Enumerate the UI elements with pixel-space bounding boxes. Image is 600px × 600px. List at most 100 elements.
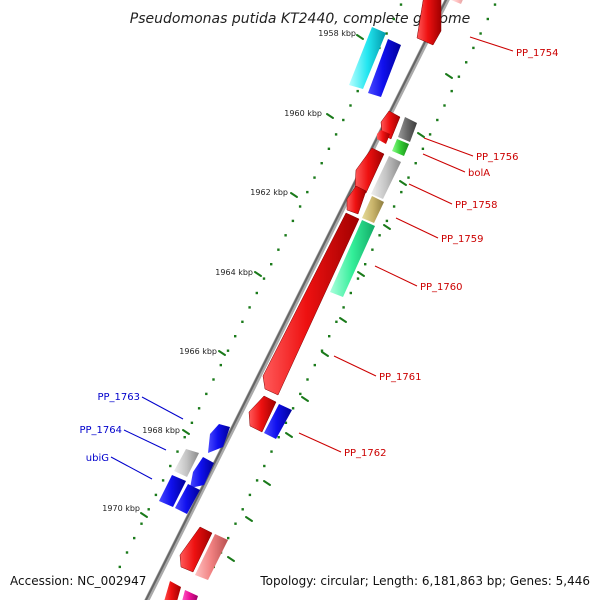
topology-text: Topology: circular; Length: 6,181,863 bp… xyxy=(260,574,590,588)
tick-dot xyxy=(212,378,215,381)
tick-label-1962: 1962 kbp xyxy=(250,188,288,197)
tick-dot xyxy=(306,190,309,194)
tick-dot xyxy=(161,479,165,482)
tick-dot xyxy=(241,320,244,323)
tick-dot xyxy=(205,392,208,396)
gene-pp-1756[interactable] xyxy=(398,117,417,142)
label-pp-1756[interactable]: PP_1756 xyxy=(476,152,519,163)
tick-dot xyxy=(190,421,194,424)
tick-dot xyxy=(313,363,316,367)
label-pp-1754[interactable]: PP_1754 xyxy=(516,48,559,59)
tick-dot xyxy=(356,277,360,280)
tick-dot xyxy=(392,205,396,208)
gene-pp-1764[interactable] xyxy=(174,449,199,477)
tick-dot xyxy=(399,3,403,6)
label-bola[interactable]: bolA xyxy=(468,168,490,179)
tick-dot xyxy=(248,306,251,309)
tick-dot xyxy=(284,421,288,424)
tick-label-1970: 1970 kbp xyxy=(102,504,140,513)
label-ubig[interactable]: ubiG xyxy=(86,453,109,464)
genome-backbone-line xyxy=(144,0,448,600)
tick-dot xyxy=(400,190,403,194)
tick-dot xyxy=(378,234,381,237)
tick-dot xyxy=(313,176,316,179)
gene-pp-1763[interactable] xyxy=(208,424,230,453)
gene-pp-1765-red[interactable] xyxy=(179,526,213,573)
tick-dot xyxy=(226,349,230,352)
major-tick-marks xyxy=(140,19,453,562)
tick-dot xyxy=(241,508,244,511)
tick-dot xyxy=(234,335,237,338)
tick-dot xyxy=(255,291,258,295)
tick-dot xyxy=(147,508,150,511)
tick-label-1966: 1966 kbp xyxy=(179,347,217,356)
tick-dot xyxy=(356,89,359,93)
label-pp-1758[interactable]: PP_1758 xyxy=(455,200,498,211)
tick-dot xyxy=(328,335,331,338)
tick-dot xyxy=(118,565,121,569)
label-pp-1760[interactable]: PP_1760 xyxy=(420,282,463,293)
tick-dot xyxy=(133,536,136,540)
tick-dot xyxy=(140,522,143,525)
tick-dot xyxy=(493,3,497,6)
label-pp-1759[interactable]: PP_1759 xyxy=(441,234,484,245)
tick-dot xyxy=(291,407,295,410)
tick-dot xyxy=(334,133,338,136)
tick-dot xyxy=(450,89,453,93)
tick-dot xyxy=(472,46,475,50)
gene-pp-1764-blue[interactable] xyxy=(190,457,214,488)
tick-label-1964: 1964 kbp xyxy=(215,268,253,277)
tick-dot xyxy=(414,162,417,165)
tick-label-1960: 1960 kbp xyxy=(284,109,322,118)
gene-pp-1762[interactable] xyxy=(264,404,292,439)
gene-pp-1767-red[interactable] xyxy=(163,581,181,600)
gene-pp-1759[interactable] xyxy=(362,196,384,223)
gene-pp-1758-red[interactable] xyxy=(346,185,367,215)
reverse-strand-genes xyxy=(159,27,401,514)
tick-dot xyxy=(227,536,230,540)
gene-pp-1754-partial[interactable] xyxy=(451,0,465,4)
tick-dot xyxy=(428,133,432,136)
tick-dot xyxy=(407,176,410,179)
gene-ubig-2[interactable] xyxy=(175,484,200,514)
label-pp-1762[interactable]: PP_1762 xyxy=(344,448,387,459)
tick-dot xyxy=(320,162,323,165)
tick-dot xyxy=(125,551,129,554)
gene-ubig[interactable] xyxy=(159,475,186,507)
tick-label-1958: 1958 kbp xyxy=(318,29,356,38)
forward-strand-genes xyxy=(163,0,465,600)
gene-pp-1765-pink[interactable] xyxy=(195,534,228,580)
tick-dot xyxy=(291,219,295,223)
tick-dot xyxy=(436,118,439,122)
gene-pp-1761[interactable] xyxy=(262,212,360,396)
gene-pp-1758[interactable] xyxy=(371,156,401,199)
gene-pp-1767-magenta[interactable] xyxy=(181,590,198,600)
label-pp-1764[interactable]: PP_1764 xyxy=(79,425,122,436)
gene-pp-1756-small[interactable] xyxy=(377,130,390,144)
tick-dot xyxy=(385,32,388,35)
tick-dot xyxy=(486,17,489,21)
gene-pp-1754[interactable] xyxy=(416,0,442,46)
gene-pp-1762-red[interactable] xyxy=(248,395,277,433)
tick-dot xyxy=(349,104,352,107)
tick-dot xyxy=(183,436,186,439)
tick-dot xyxy=(349,291,352,295)
tick-dot xyxy=(299,392,302,396)
gene-pp-1760[interactable] xyxy=(330,220,375,297)
tick-dot xyxy=(335,320,338,323)
tick-dot xyxy=(421,147,425,150)
tick-dot xyxy=(306,378,309,381)
tick-dot xyxy=(277,436,280,439)
gene-pp-1753-blue[interactable] xyxy=(368,39,401,97)
gene-pp-1753-cyan[interactable] xyxy=(349,27,386,89)
tick-dot xyxy=(284,234,287,237)
tick-dot xyxy=(385,219,389,223)
tick-dot xyxy=(154,493,158,497)
label-pp-1763[interactable]: PP_1763 xyxy=(97,392,140,403)
accession-text: Accession: NC_002947 xyxy=(10,574,147,588)
tick-dot xyxy=(262,277,266,280)
label-pp-1761[interactable]: PP_1761 xyxy=(379,372,422,383)
label-leader-lines xyxy=(110,36,514,480)
gene-bola[interactable] xyxy=(392,139,409,156)
tick-dot xyxy=(465,61,468,64)
